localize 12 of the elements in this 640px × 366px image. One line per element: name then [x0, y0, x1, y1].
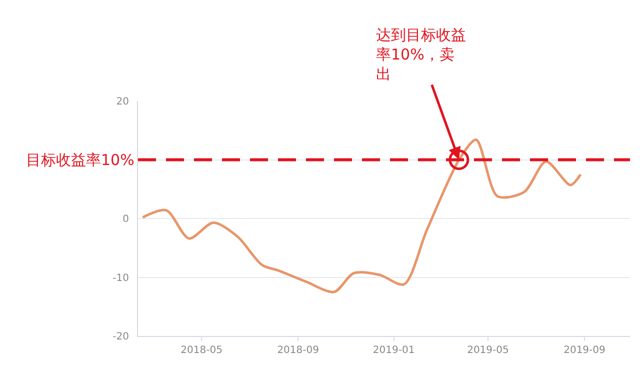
- y-tick-label: -10: [112, 272, 129, 284]
- y-tick-label: 0: [122, 214, 129, 225]
- ref-line-label: 目标收益率10%: [26, 151, 134, 169]
- x-tick-label: 2018-05: [180, 345, 222, 356]
- x-tick-label: 2019-01: [372, 345, 415, 356]
- x-tick-label: 2018-09: [277, 345, 319, 356]
- x-tick-label: 2019-05: [467, 345, 509, 356]
- line-series: [141, 138, 582, 294]
- annotation: 达到目标收益率10%，卖出: [376, 26, 466, 83]
- y-tick-label: -20: [112, 332, 129, 342]
- x-tick-label: 2019-09: [564, 345, 606, 356]
- y-tick-label: 20: [116, 96, 129, 108]
